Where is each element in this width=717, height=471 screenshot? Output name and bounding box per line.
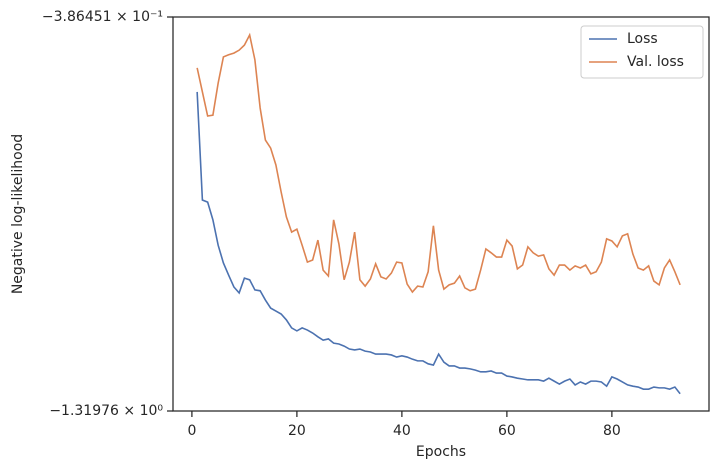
legend-label: Loss bbox=[627, 31, 658, 47]
x-tick-label: 0 bbox=[187, 423, 196, 439]
legend-label: Val. loss bbox=[627, 54, 684, 70]
y-axis-label: Negative log-likelihood bbox=[10, 134, 26, 294]
y-tick-label: −3.86451 × 10⁻¹ bbox=[42, 9, 163, 25]
x-tick-label: 40 bbox=[393, 423, 411, 439]
x-tick-label: 60 bbox=[498, 423, 516, 439]
x-tick-label: 20 bbox=[288, 423, 306, 439]
x-tick-label: 80 bbox=[603, 423, 621, 439]
line-series bbox=[196, 91, 681, 395]
plot-frame bbox=[172, 16, 710, 412]
y-tick-label: −1.31976 × 10⁰ bbox=[49, 403, 163, 419]
line-series bbox=[196, 32, 681, 294]
x-axis-label: Epochs bbox=[416, 444, 466, 460]
